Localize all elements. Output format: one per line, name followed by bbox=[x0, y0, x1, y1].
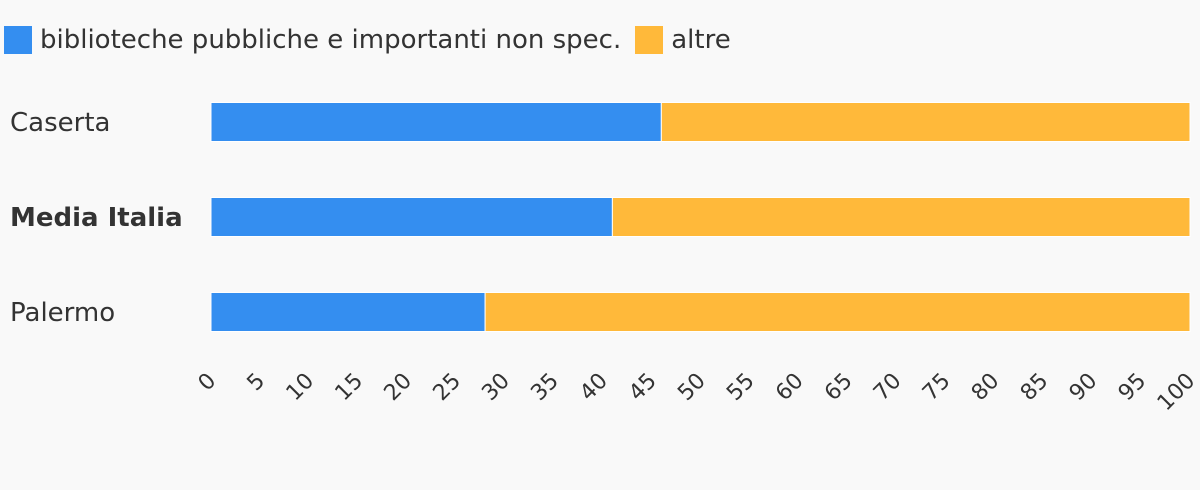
category-labels: Caserta Media Italia Palermo bbox=[10, 108, 183, 328]
legend-item-series-2: altre bbox=[635, 25, 731, 55]
x-tick-label: 15 bbox=[331, 369, 368, 406]
x-tick-label: 55 bbox=[722, 369, 759, 406]
x-tick-label: 0 bbox=[194, 369, 222, 397]
category-label: Caserta bbox=[10, 108, 110, 138]
category-label: Palermo bbox=[10, 298, 115, 328]
bar-caserta-series-1 bbox=[210, 102, 662, 142]
bar-palermo-series-1 bbox=[210, 292, 486, 332]
legend-swatch-series-1 bbox=[4, 26, 32, 54]
legend-label-series-1: biblioteche pubbliche e importanti non s… bbox=[40, 25, 622, 55]
x-tick-label: 70 bbox=[869, 369, 906, 406]
legend-item-series-1: biblioteche pubbliche e importanti non s… bbox=[4, 25, 621, 55]
x-tick-label: 35 bbox=[526, 369, 563, 406]
bar-media-italia-series-2 bbox=[611, 197, 1191, 237]
chart-legend: biblioteche pubbliche e importanti non s… bbox=[4, 20, 745, 60]
x-tick-label: 45 bbox=[624, 369, 661, 406]
bar-caserta-series-2 bbox=[660, 102, 1191, 142]
bar-palermo-series-2 bbox=[484, 292, 1191, 332]
x-tick-label: 10 bbox=[282, 369, 319, 406]
x-tick-label: 100 bbox=[1153, 369, 1200, 416]
x-tick-label: 25 bbox=[429, 369, 466, 406]
x-tick-label: 5 bbox=[243, 369, 271, 397]
x-tick-label: 80 bbox=[967, 369, 1004, 406]
x-tick-label: 60 bbox=[771, 369, 808, 406]
x-tick-label: 90 bbox=[1065, 369, 1102, 406]
x-tick-label: 50 bbox=[673, 369, 710, 406]
x-axis-tick-labels: 0 5 10 15 20 25 30 35 40 45 50 55 60 65 70 75 80 85 90 95 10… bbox=[194, 369, 1200, 416]
bar-media-italia-series-1 bbox=[210, 197, 613, 237]
bars-group bbox=[210, 102, 1191, 332]
x-tick-label: 40 bbox=[575, 369, 612, 406]
x-tick-label: 65 bbox=[820, 369, 857, 406]
x-tick-label: 20 bbox=[380, 369, 417, 406]
legend-label-series-2: altre bbox=[671, 25, 731, 55]
x-tick-label: 85 bbox=[1016, 369, 1053, 406]
x-tick-label: 75 bbox=[918, 369, 955, 406]
category-label: Media Italia bbox=[10, 203, 183, 233]
x-tick-label: 95 bbox=[1114, 369, 1151, 406]
legend-swatch-series-2 bbox=[635, 26, 664, 54]
x-tick-label: 30 bbox=[477, 369, 514, 406]
